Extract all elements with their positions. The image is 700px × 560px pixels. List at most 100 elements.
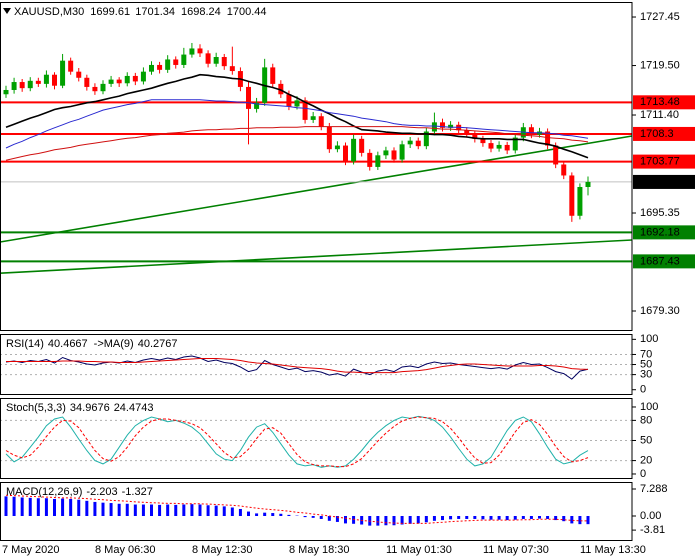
level-label: 1687.43 <box>640 255 680 267</box>
candle-body <box>19 82 25 89</box>
level-label: 1703.77 <box>640 156 680 168</box>
macd-bar <box>432 516 436 521</box>
macd-bar <box>4 496 8 516</box>
macd-bar <box>117 503 121 516</box>
candle-body <box>35 80 41 84</box>
macd-bar <box>384 516 388 526</box>
indicator-value: 34.9676 <box>70 402 110 414</box>
candle-body <box>197 48 203 54</box>
candle-body <box>431 122 437 132</box>
macd-bar <box>513 516 517 520</box>
candle-body <box>132 75 138 82</box>
macd-bar <box>465 516 469 519</box>
macd-bar <box>150 504 153 516</box>
y-tick-label: 0 <box>640 384 646 396</box>
macd-bar <box>481 516 485 520</box>
candle-body <box>116 79 122 84</box>
candle-body <box>246 86 251 109</box>
level-tag <box>633 126 695 141</box>
candle-body <box>351 138 357 162</box>
macd-bar <box>222 506 226 516</box>
y-tick-label: 1695.35 <box>640 207 680 219</box>
x-tick-label: 11 May 13:30 <box>580 544 646 556</box>
candle-body <box>407 140 413 145</box>
level-tag <box>633 154 695 169</box>
y-tick-label: 100 <box>640 333 658 345</box>
candle-body <box>545 131 551 146</box>
indicator-value: 40.2767 <box>138 338 178 350</box>
macd-bar <box>44 498 48 516</box>
candle-body <box>189 48 195 55</box>
y-tick-label: 70 <box>640 348 652 360</box>
y-tick-label: 1727.45 <box>640 11 680 23</box>
macd-bar <box>206 505 210 516</box>
candle-body <box>383 150 389 156</box>
trend-line <box>0 239 633 274</box>
candle-body <box>124 75 130 84</box>
macd-bar <box>93 501 97 516</box>
price-label: 1700.44 <box>640 176 680 188</box>
macd-bar <box>101 502 105 516</box>
macd-bar <box>133 504 137 516</box>
candle-body <box>213 57 219 64</box>
indicator-value: -1.327 <box>122 486 153 498</box>
macd-bar <box>521 516 525 519</box>
ohlc-value: 1699.61 <box>90 6 130 18</box>
candle-body <box>577 187 583 216</box>
candle-body <box>585 181 591 188</box>
macd-bar <box>335 516 339 522</box>
candle-body <box>472 133 478 139</box>
macd-bar <box>28 497 32 516</box>
panel-frame <box>0 482 633 541</box>
macd-bar <box>69 498 73 516</box>
candle-body <box>92 86 98 92</box>
indicator-header: Stoch(5,3,3) 34.9676 24.4743 <box>6 402 153 414</box>
macd-bar <box>287 514 291 516</box>
candle-body <box>11 82 17 90</box>
macd-bar <box>424 516 428 523</box>
indicator-value: 24.4743 <box>114 402 154 414</box>
macd-bar <box>174 504 178 516</box>
macd-bar <box>473 516 477 519</box>
candle-body <box>569 175 575 216</box>
candle-body <box>100 83 106 92</box>
macd-bar <box>279 513 283 516</box>
candle-body <box>165 59 171 70</box>
macd-bar <box>352 516 356 524</box>
candle-body <box>302 100 308 120</box>
signal-line <box>5 494 589 524</box>
candle-body <box>448 124 454 128</box>
ohlc-value: 1698.24 <box>181 6 221 18</box>
macd-bar <box>327 516 331 521</box>
macd-bar <box>457 516 461 519</box>
candle-body <box>512 137 518 151</box>
indicator-line <box>5 355 589 380</box>
y-tick-label: 80 <box>640 414 652 426</box>
y-tick-label: 0 <box>640 468 646 480</box>
macd-bar <box>61 498 65 516</box>
indicator-line <box>5 415 589 468</box>
macd-bar <box>416 516 420 524</box>
macd-bar <box>182 504 186 516</box>
candle-body <box>480 138 486 144</box>
candle-body <box>84 77 90 87</box>
ohlc-value: 1700.44 <box>227 6 267 18</box>
candle-body <box>399 144 405 160</box>
indicator-name: MACD(12,26,9) <box>6 486 82 498</box>
candle-body <box>561 164 567 176</box>
candle-body <box>254 102 260 109</box>
indicator-name: Stoch(5,3,3) <box>6 402 66 414</box>
candle-body <box>181 54 187 65</box>
candle-body <box>367 152 373 167</box>
y-tick-label: 0.00 <box>640 510 661 522</box>
candle-body <box>294 100 300 107</box>
macd-bar <box>141 504 145 516</box>
candle-body <box>464 130 470 134</box>
macd-bar <box>303 516 307 518</box>
macd-bar <box>505 516 509 521</box>
candle-body <box>286 94 292 107</box>
level-label: 1713.48 <box>640 96 680 108</box>
y-tick-label: 100 <box>640 401 658 413</box>
macd-bar <box>85 500 89 516</box>
